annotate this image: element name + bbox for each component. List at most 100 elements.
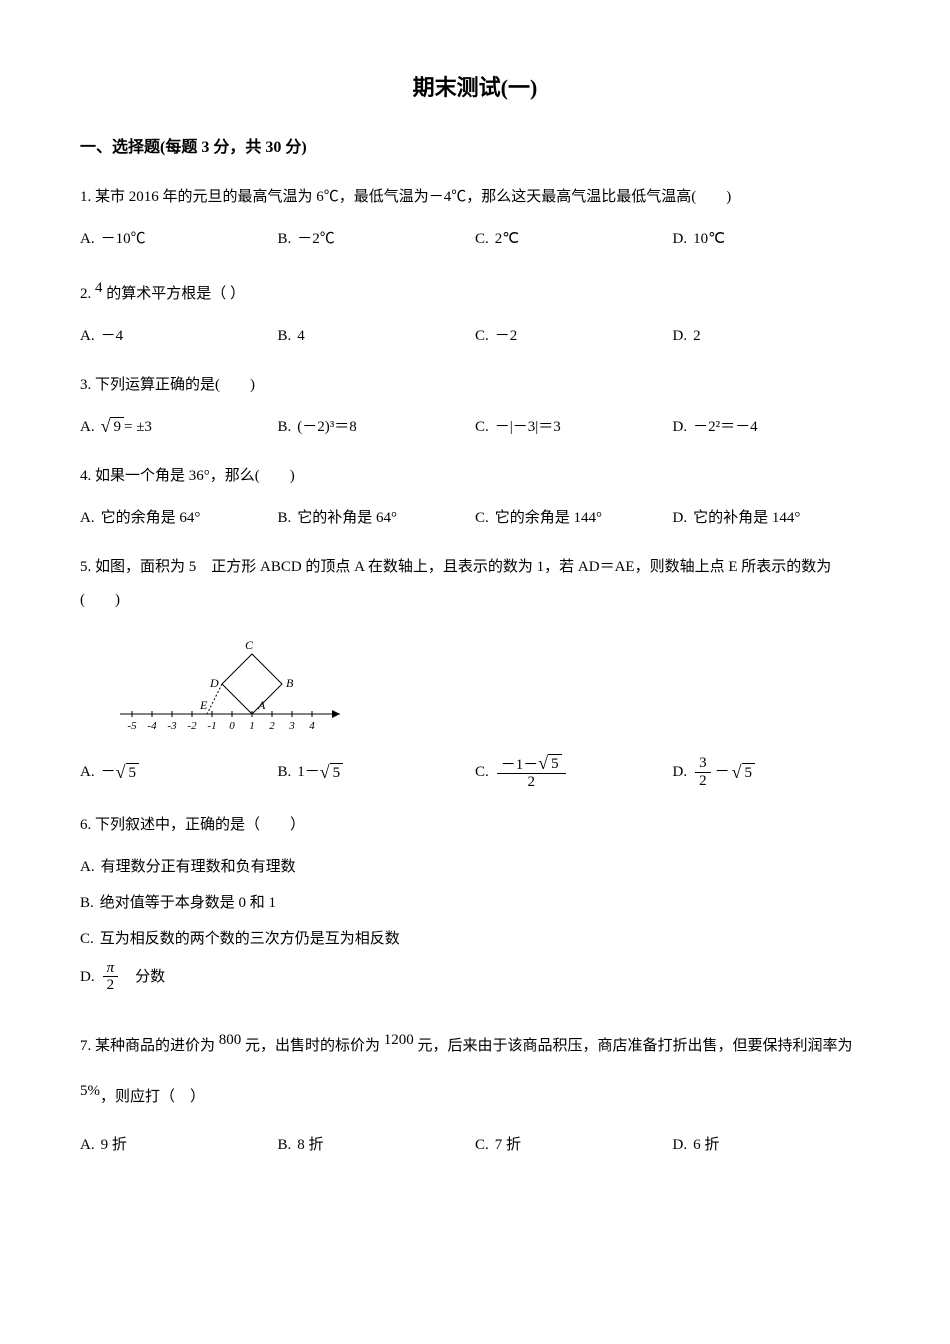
opt-text: 它的补角是 64° <box>297 506 397 530</box>
numerator: π <box>103 960 119 978</box>
figure-svg: -5 -4 -3 -2 -1 0 1 2 3 4 A B C D E <box>110 629 350 734</box>
opt-label: A. <box>80 760 95 784</box>
opt-text: －|－3|＝3 <box>495 415 561 439</box>
section-header: 一、选择题(每题 3 分，共 30 分) <box>80 135 870 161</box>
opt-text: －4 <box>101 324 124 348</box>
sqrt-icon: √5 <box>116 763 139 782</box>
opt-label: B. <box>278 415 292 439</box>
page-title: 期末测试(一) <box>80 70 870 105</box>
tick-label: 3 <box>288 720 295 732</box>
q4-opt-d: D.它的补角是 144° <box>673 503 871 533</box>
q5-opt-a: A. － √5 <box>80 754 278 791</box>
opt-label: C. <box>475 227 489 251</box>
opt-label: B. <box>278 227 292 251</box>
opt-label: B. <box>80 891 94 915</box>
q7-price1: 800 <box>219 1032 242 1048</box>
denominator: 2 <box>695 773 711 790</box>
radicand: 5 <box>330 763 344 782</box>
opt-label: C. <box>475 506 489 530</box>
opt-label: C. <box>475 324 489 348</box>
denominator: 2 <box>497 774 566 791</box>
tick-label: -2 <box>187 720 197 732</box>
numerator: －1－√5 <box>497 754 566 775</box>
q2-opt-b: B.4 <box>278 321 476 351</box>
q1-options: A.－10℃ B.－2℃ C.2℃ D.10℃ <box>80 224 870 254</box>
q4-opt-a: A.它的余角是 64° <box>80 503 278 533</box>
opt-label: A. <box>80 506 95 530</box>
tick-label: 1 <box>249 720 255 732</box>
opt-label: D. <box>80 965 95 989</box>
q2-opt-c: C.－2 <box>475 321 673 351</box>
q6-options: A.有理数分正有理数和负有理数 B.绝对值等于本身数是 0 和 1 C.互为相反… <box>80 852 870 1000</box>
sqrt-icon: √9 <box>101 417 124 436</box>
num-prefix: －1－ <box>501 757 539 773</box>
minus-sign: － <box>101 760 116 784</box>
opt-text: 它的补角是 144° <box>693 506 800 530</box>
q2-opt-d: D.2 <box>673 321 871 351</box>
opt-label: C. <box>80 927 94 951</box>
opt-text: 10℃ <box>693 227 725 251</box>
opt-label: C. <box>475 760 489 784</box>
tick-label: 2 <box>269 720 275 732</box>
q1-opt-c: C.2℃ <box>475 224 673 254</box>
q2-prefix: 2. <box>80 286 95 302</box>
q7-opt-d: D.6 折 <box>673 1130 871 1160</box>
tick-label: 4 <box>309 720 315 732</box>
opt-text: 它的余角是 64° <box>101 506 201 530</box>
sqrt-icon: √5 <box>320 763 343 782</box>
q5-opt-c: C. －1－√5 2 <box>475 754 673 791</box>
opt-text: －2 <box>495 324 518 348</box>
opt-label: D. <box>673 1133 688 1157</box>
opt-label: A. <box>80 415 95 439</box>
opt-text: 它的余角是 144° <box>495 506 602 530</box>
tick-label: -4 <box>147 720 157 732</box>
q7-opt-c: C.7 折 <box>475 1130 673 1160</box>
q2-options: A.－4 B.4 C.－2 D.2 <box>80 321 870 351</box>
q6-opt-d: D. π 2 分数 <box>80 960 870 994</box>
opt-text: －2℃ <box>297 227 335 251</box>
opt-text: 7 折 <box>495 1133 521 1157</box>
opt-label: B. <box>278 506 292 530</box>
numerator: 3 <box>695 755 711 773</box>
question-3: 3. 下列运算正确的是( ) <box>80 369 870 402</box>
fraction: π 2 <box>103 960 119 994</box>
q4-opt-c: C.它的余角是 144° <box>475 503 673 533</box>
q1-opt-b: B.－2℃ <box>278 224 476 254</box>
q3-options: A. √9 = ±3 B.(－2)³＝8 C.－|－3|＝3 D.－2²＝－4 <box>80 412 870 442</box>
radicand: 5 <box>742 763 756 782</box>
q7-mid2: 元，后来由于该商品积压，商店准备打折出售，但要保持利润率为 <box>414 1038 853 1054</box>
q2-num: 4 <box>95 280 103 296</box>
opt-text: (－2)³＝8 <box>297 415 357 439</box>
opt-label: D. <box>673 760 688 784</box>
opt-label: A. <box>80 324 95 348</box>
opt-label: A. <box>80 227 95 251</box>
opt-label: D. <box>673 506 688 530</box>
opt-text: 互为相反数的两个数的三次方仍是互为相反数 <box>100 927 400 951</box>
opt-label: B. <box>278 760 292 784</box>
q7-options: A.9 折 B.8 折 C.7 折 D.6 折 <box>80 1130 870 1160</box>
q2-suffix: 的算术平方根是（ ） <box>103 286 246 302</box>
question-4: 4. 如果一个角是 36°，那么( ) <box>80 460 870 493</box>
q6-opt-c: C.互为相反数的两个数的三次方仍是互为相反数 <box>80 924 870 954</box>
vertex-label: D <box>209 676 219 690</box>
q1-opt-d: D.10℃ <box>673 224 871 254</box>
vertex-label: E <box>199 698 208 712</box>
opt-label: C. <box>475 415 489 439</box>
tick-label: -5 <box>127 720 137 732</box>
opt-text: 分数 <box>120 965 165 989</box>
opt-label: D. <box>673 415 688 439</box>
question-7: 7. 某种商品的进价为 800 元，出售时的标价为 1200 元，后来由于该商品… <box>80 1018 870 1120</box>
opt-label: A. <box>80 855 95 879</box>
opt-label: B. <box>278 324 292 348</box>
q7-opt-a: A.9 折 <box>80 1130 278 1160</box>
tick-label: -1 <box>207 720 216 732</box>
denominator: 2 <box>103 977 119 994</box>
q3-opt-c: C.－|－3|＝3 <box>475 412 673 442</box>
opt-text: －2²＝－4 <box>693 415 758 439</box>
q7-rate: 5% <box>80 1083 100 1099</box>
sqrt-icon: √5 <box>732 763 755 782</box>
opt-label: B. <box>278 1133 292 1157</box>
tick-label: 0 <box>229 720 235 732</box>
radicand: 9 <box>110 417 124 436</box>
opt-text: 绝对值等于本身数是 0 和 1 <box>100 891 276 915</box>
